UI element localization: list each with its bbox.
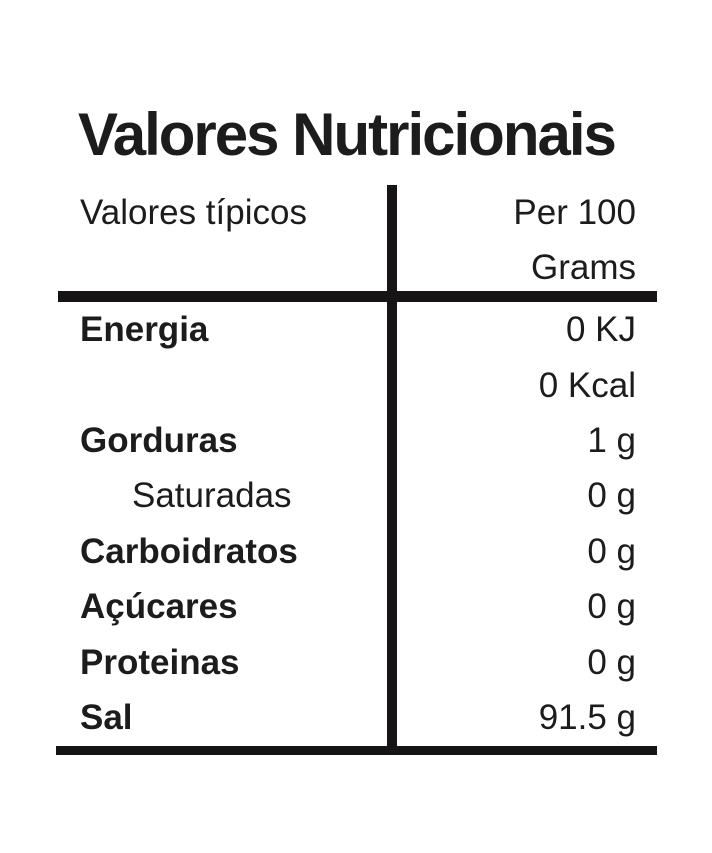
- nutrient-row-energia: Energia 0 KJ: [58, 302, 657, 357]
- bottom-border-rule: [56, 746, 657, 755]
- nutrient-value: 91.5 g: [538, 697, 636, 737]
- column-header-typical-values: Valores típicos: [80, 193, 307, 232]
- column-header-grams: Grams: [531, 248, 636, 287]
- nutrient-value: 0 Kcal: [538, 365, 636, 405]
- nutrient-value: 0 g: [587, 642, 636, 682]
- nutrient-row-sal: Sal 91.5 g: [58, 690, 657, 745]
- nutrition-table: Valores típicos Per 100 Grams Energia 0 …: [56, 185, 657, 755]
- vertical-divider-rule: [387, 185, 397, 755]
- nutrient-row-acucares: Açúcares 0 g: [58, 579, 657, 634]
- nutrient-row-energia-kcal: 0 Kcal: [58, 357, 657, 412]
- nutrient-name: Sal: [80, 697, 133, 737]
- nutrient-name: Saturadas: [132, 476, 292, 516]
- column-header-per-100-grams: Per 100 Grams: [513, 185, 636, 295]
- nutrient-name: Açúcares: [80, 587, 238, 627]
- nutrient-value: 1 g: [587, 420, 636, 460]
- header-separator-rule: [58, 291, 657, 302]
- nutrient-value: 0 g: [587, 476, 636, 516]
- nutrient-value: 0 g: [587, 587, 636, 627]
- nutrient-row-saturadas: Saturadas 0 g: [58, 468, 657, 523]
- nutrient-value: 0 KJ: [565, 310, 636, 350]
- nutrient-rows: Energia 0 KJ 0 Kcal Gorduras 1 g Saturad…: [58, 302, 657, 745]
- nutrient-row-gorduras: Gorduras 1 g: [58, 413, 657, 468]
- nutrient-row-proteinas: Proteinas 0 g: [58, 634, 657, 689]
- label-title: Valores Nutricionais: [78, 101, 617, 168]
- nutrient-name: Energia: [80, 310, 209, 350]
- nutrient-value: 0 g: [587, 531, 636, 571]
- nutrient-name: Gorduras: [80, 420, 238, 460]
- nutrient-name: Proteinas: [80, 642, 240, 682]
- nutrient-name: Carboidratos: [80, 531, 298, 571]
- nutrient-row-carboidratos: Carboidratos 0 g: [58, 524, 657, 579]
- column-header-per-100: Per 100: [513, 193, 636, 232]
